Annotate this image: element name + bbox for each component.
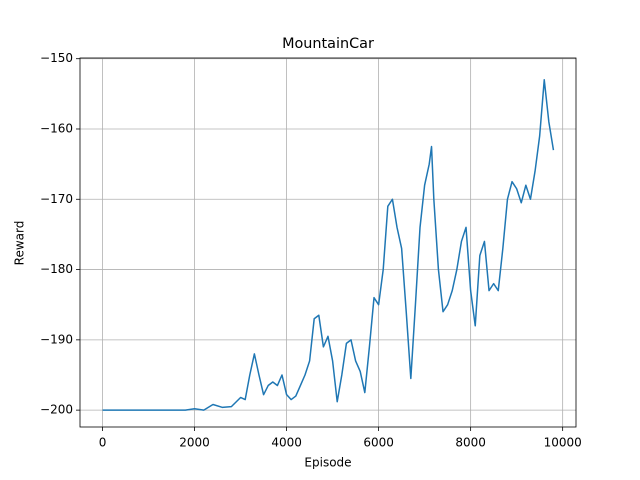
- x-axis-label: Episode: [304, 456, 351, 470]
- x-tick-label: 8000: [455, 436, 486, 450]
- y-tick-label: −150: [40, 51, 73, 65]
- x-tick-label: 4000: [271, 436, 302, 450]
- y-axis-label: Reward: [13, 221, 27, 266]
- x-tick-label: 2000: [179, 436, 210, 450]
- y-tick-label: −190: [40, 332, 73, 346]
- y-tick-label: −200: [40, 403, 73, 417]
- chart-title: MountainCar: [282, 36, 374, 52]
- y-tick-label: −170: [40, 192, 73, 206]
- data-line: [102, 79, 555, 411]
- x-tick-label: 6000: [363, 436, 394, 450]
- x-tick-label: 0: [99, 436, 107, 450]
- y-tick-label: −160: [40, 121, 73, 135]
- plot-frame: [79, 57, 577, 428]
- x-tick-label: 10000: [544, 436, 582, 450]
- y-tick-label: −180: [40, 262, 73, 276]
